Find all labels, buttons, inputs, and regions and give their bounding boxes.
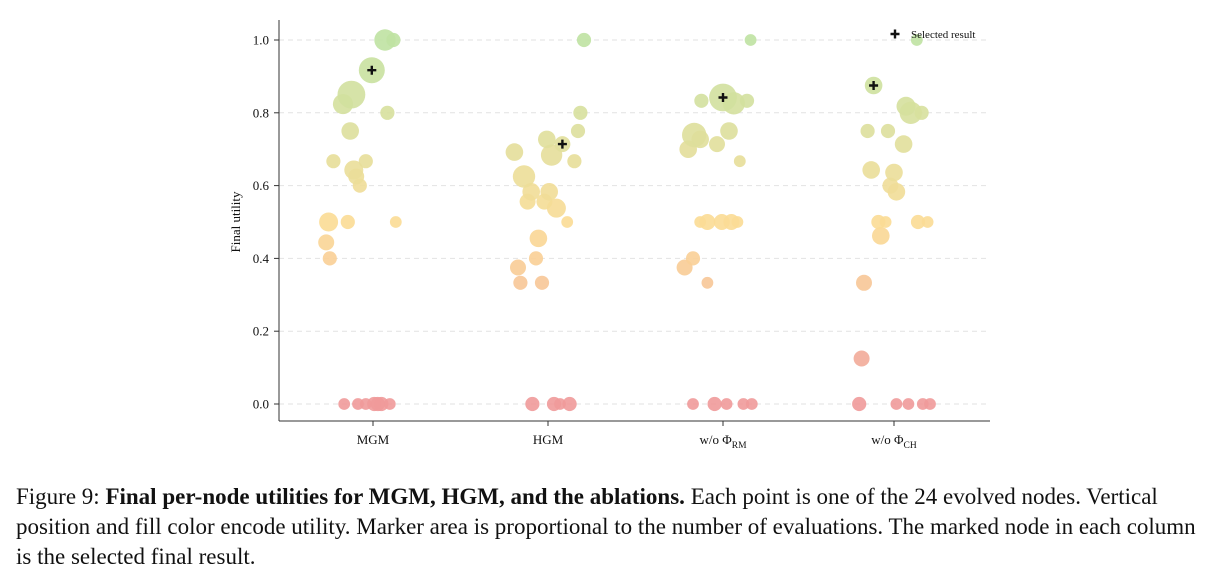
data-point bbox=[570, 123, 586, 139]
data-point bbox=[701, 276, 714, 289]
y-axis-title: Final utility bbox=[228, 191, 243, 253]
data-point bbox=[573, 105, 588, 120]
caption-bold: Final per-node utilities for MGM, HGM, a… bbox=[105, 484, 685, 509]
y-tick-label: 1.0 bbox=[253, 33, 269, 48]
data-point bbox=[739, 93, 755, 108]
data-point bbox=[319, 212, 339, 232]
axes bbox=[278, 20, 990, 422]
data-point bbox=[744, 34, 757, 46]
y-tick-label: 0.4 bbox=[253, 251, 270, 266]
data-point bbox=[505, 143, 524, 161]
utility-scatter-chart: 0.00.20.40.60.81.0 MGM HGM w/o ΦRM w/o ΦCH … bbox=[228, 20, 990, 451]
data-points bbox=[318, 29, 936, 412]
data-point bbox=[910, 34, 923, 46]
data-point bbox=[924, 398, 936, 410]
x-tick-label: MGM bbox=[357, 432, 390, 447]
data-point bbox=[562, 396, 577, 412]
selected-plus-icon bbox=[718, 93, 728, 103]
data-point bbox=[910, 214, 926, 230]
data-point bbox=[358, 154, 373, 169]
x-tick-label: HGM bbox=[533, 432, 564, 447]
data-point bbox=[862, 161, 880, 179]
data-point bbox=[389, 216, 402, 228]
data-point bbox=[733, 155, 746, 168]
data-point bbox=[872, 227, 890, 245]
data-point bbox=[561, 216, 574, 228]
y-tick-label: 0.8 bbox=[253, 105, 269, 120]
data-point bbox=[513, 275, 528, 290]
legend-plus-icon bbox=[890, 29, 900, 39]
legend-label: Selected result bbox=[911, 29, 975, 41]
data-point bbox=[852, 396, 867, 412]
data-point bbox=[529, 229, 548, 248]
data-point bbox=[709, 136, 725, 153]
data-point bbox=[386, 32, 401, 48]
data-point bbox=[380, 105, 395, 120]
x-tick-label: w/o ΦRM bbox=[699, 432, 747, 451]
y-ticks: 0.0 0.2 0.4 0.6 0.8 1.0 bbox=[253, 33, 279, 412]
data-point bbox=[512, 165, 536, 188]
x-tick-label: w/o ΦCH bbox=[871, 432, 917, 451]
data-point bbox=[528, 251, 544, 266]
data-point bbox=[510, 259, 526, 276]
data-point bbox=[383, 398, 396, 410]
data-point bbox=[338, 398, 351, 410]
data-point bbox=[902, 398, 915, 410]
caption-rest: Each point is one of the 24 evolved node… bbox=[16, 484, 1196, 569]
data-point bbox=[538, 130, 556, 149]
data-point bbox=[687, 398, 699, 410]
data-point bbox=[322, 251, 337, 266]
data-point bbox=[707, 396, 722, 412]
data-point bbox=[720, 398, 733, 410]
caption-prefix: Figure 9: bbox=[16, 484, 106, 509]
data-point bbox=[344, 160, 364, 180]
data-point bbox=[685, 251, 701, 266]
data-point bbox=[534, 275, 550, 290]
data-point bbox=[567, 154, 582, 169]
selected-plus-icon bbox=[869, 81, 879, 90]
data-point bbox=[340, 214, 355, 230]
data-point bbox=[745, 398, 758, 410]
data-point bbox=[737, 398, 750, 410]
selected-plus-icon bbox=[367, 65, 377, 75]
data-point bbox=[341, 122, 360, 140]
data-point bbox=[525, 396, 540, 412]
x-ticks: MGM HGM w/o ΦRM w/o ΦCH bbox=[357, 421, 917, 451]
data-point bbox=[853, 350, 870, 367]
data-point bbox=[914, 105, 929, 120]
data-point bbox=[318, 234, 335, 251]
selected-plus-icon bbox=[557, 139, 567, 149]
data-point bbox=[694, 93, 709, 108]
legend: Selected result bbox=[890, 29, 975, 41]
data-point bbox=[879, 216, 892, 228]
data-point bbox=[896, 96, 916, 116]
data-point bbox=[699, 214, 716, 230]
data-point bbox=[374, 396, 389, 412]
data-point bbox=[890, 398, 903, 410]
data-point bbox=[921, 216, 934, 228]
data-point bbox=[894, 135, 913, 153]
data-point bbox=[882, 177, 899, 194]
data-point bbox=[885, 163, 903, 182]
data-point bbox=[880, 123, 896, 139]
y-tick-label: 0.0 bbox=[253, 397, 269, 412]
y-tick-label: 0.6 bbox=[253, 178, 270, 193]
data-point bbox=[576, 32, 592, 48]
data-point bbox=[554, 398, 566, 410]
data-point bbox=[522, 182, 540, 201]
data-point bbox=[856, 274, 872, 291]
y-tick-label: 0.2 bbox=[253, 324, 269, 339]
data-point bbox=[860, 123, 875, 139]
data-point bbox=[337, 80, 366, 109]
data-point bbox=[540, 182, 558, 201]
data-point bbox=[720, 122, 738, 140]
figure-caption: Figure 9: Final per-node utilities for M… bbox=[16, 482, 1216, 572]
data-point bbox=[682, 122, 707, 148]
data-point bbox=[731, 216, 744, 228]
data-point bbox=[326, 154, 341, 169]
